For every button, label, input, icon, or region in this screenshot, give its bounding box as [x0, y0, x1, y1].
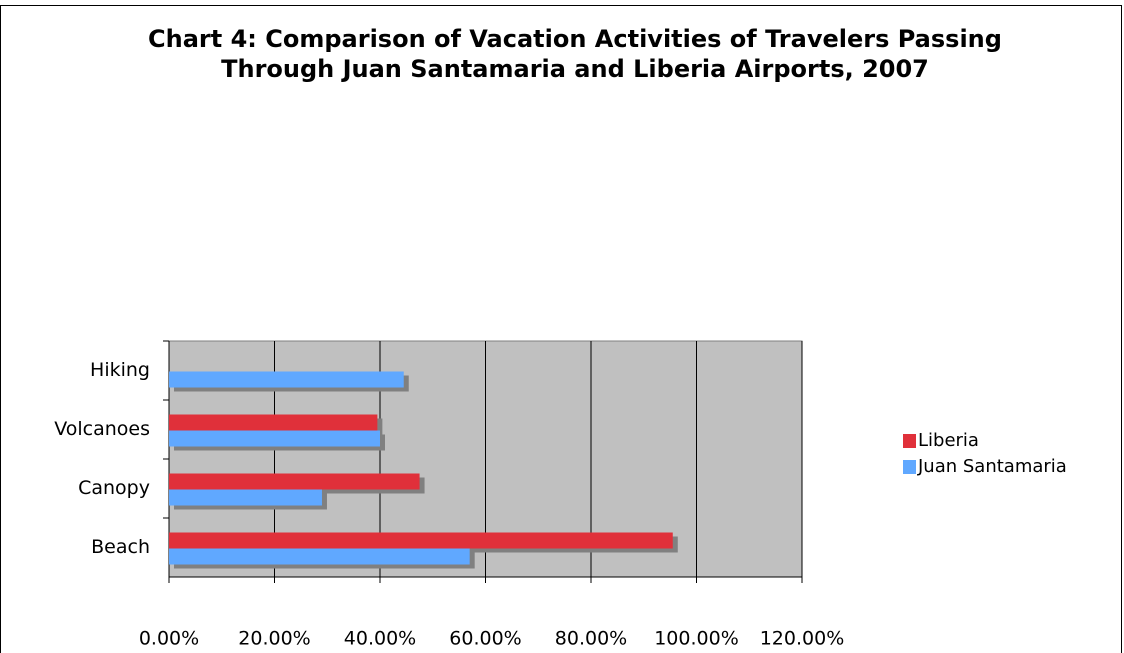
y-tick-label: Canopy	[78, 477, 150, 499]
legend-label: Juan Santamaria	[917, 456, 1067, 477]
x-tick-label: 100.00%	[654, 628, 739, 650]
y-tick-label: Hiking	[90, 359, 150, 381]
legend-swatch	[903, 434, 916, 448]
bar	[169, 473, 420, 490]
bar	[169, 532, 673, 549]
x-tick-label: 60.00%	[449, 628, 521, 650]
y-tick-label: Volcanoes	[54, 418, 150, 440]
chart-frame	[0, 5, 1122, 653]
bar	[169, 430, 380, 447]
x-tick-label: 20.00%	[238, 628, 310, 650]
bar	[169, 371, 404, 388]
x-tick-label: 0.00%	[139, 628, 199, 650]
bar	[169, 489, 322, 506]
chart-title: Chart 4: Comparison of Vacation Activiti…	[148, 25, 1002, 83]
legend-swatch	[903, 460, 916, 474]
x-tick-label: 80.00%	[555, 628, 627, 650]
bar	[169, 548, 470, 565]
x-tick-label: 120.00%	[760, 628, 845, 650]
y-tick-label: Beach	[91, 536, 150, 558]
legend-label: Liberia	[918, 430, 979, 451]
x-tick-label: 40.00%	[344, 628, 416, 650]
bar	[169, 414, 378, 431]
